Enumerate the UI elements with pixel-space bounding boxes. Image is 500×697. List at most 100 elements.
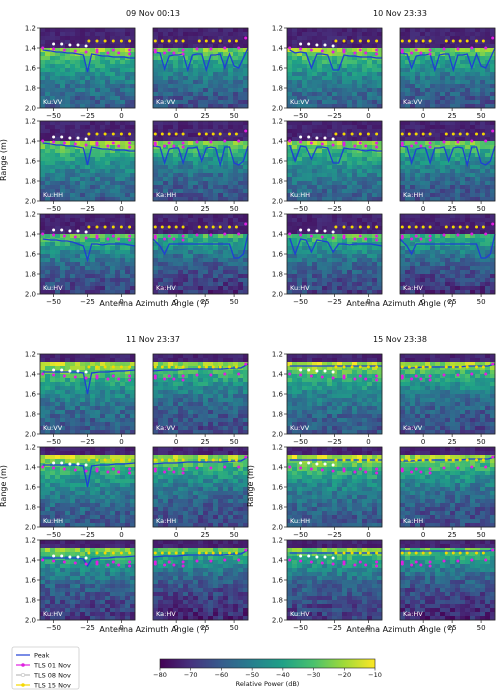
heatmap-cell: [198, 222, 204, 227]
heatmap-cell: [362, 254, 368, 259]
heatmap-cell: [90, 270, 96, 275]
heatmap-cell: [85, 173, 91, 178]
heatmap-cell: [367, 48, 373, 53]
heatmap-cell: [297, 278, 303, 283]
heatmap-cell: [415, 185, 421, 190]
heatmap-cell: [337, 28, 343, 33]
heatmap-cell: [342, 44, 348, 49]
tls-point: [111, 234, 115, 238]
heatmap-cell: [120, 40, 126, 45]
heatmap-cell: [55, 28, 61, 33]
tls-point: [428, 39, 432, 43]
heatmap-cell: [173, 104, 179, 109]
heatmap-cell: [193, 226, 199, 231]
heatmap-cell: [307, 80, 313, 85]
heatmap-cell: [158, 242, 164, 247]
tls-point: [60, 135, 64, 139]
tls-point: [320, 142, 324, 146]
heatmap-cell: [425, 76, 431, 81]
heatmap-cell: [297, 60, 303, 65]
heatmap-cell: [208, 137, 214, 142]
heatmap-cell: [347, 60, 353, 65]
heatmap-cell: [120, 92, 126, 97]
heatmap-cell: [233, 88, 239, 93]
peak-line: [42, 142, 135, 166]
heatmap-cell: [80, 80, 86, 85]
heatmap-cell: [100, 84, 106, 89]
heatmap-cell: [233, 290, 239, 295]
heatmap-cell: [65, 92, 71, 97]
heatmap-cell: [125, 230, 131, 235]
heatmap-cell: [445, 278, 451, 283]
heatmap-cell: [400, 238, 406, 243]
heatmap-cell: [400, 218, 406, 223]
heatmap-cell: [435, 173, 441, 178]
heatmap-cell: [485, 60, 491, 65]
heatmap-cell: [100, 48, 106, 53]
heatmap-cell: [450, 36, 456, 41]
heatmap-cell: [45, 60, 51, 65]
x-tick-label: 0: [421, 205, 425, 213]
heatmap-cell: [178, 121, 184, 126]
heatmap-cell: [153, 100, 159, 105]
heatmap-cell: [307, 121, 313, 126]
heatmap-cell: [405, 104, 411, 109]
heatmap-cell: [445, 96, 451, 101]
heatmap-cell: [233, 274, 239, 279]
heatmap-cell: [120, 56, 126, 61]
heatmap-cell: [40, 100, 46, 105]
heatmap-cell: [158, 40, 164, 45]
heatmap-cell: [243, 226, 249, 231]
heatmap-cell: [490, 266, 496, 271]
heatmap-cell: [460, 165, 466, 170]
heatmap-cell: [120, 68, 126, 73]
heatmap-cell: [372, 222, 378, 227]
heatmap-cell: [243, 173, 249, 178]
heatmap-cell: [400, 137, 406, 142]
heatmap-cell: [292, 218, 298, 223]
heatmap-cell: [178, 88, 184, 93]
heatmap-cell: [178, 290, 184, 295]
heatmap-cell: [168, 129, 174, 134]
heatmap-cell: [465, 254, 471, 259]
heatmap-cell: [302, 133, 308, 138]
heatmap-cell: [322, 100, 328, 105]
heatmap-cell: [415, 238, 421, 243]
heatmap-cell: [337, 246, 343, 251]
heatmap-cell: [445, 137, 451, 142]
heatmap-cell: [400, 189, 406, 194]
heatmap-cell: [105, 92, 111, 97]
heatmap-cell: [372, 32, 378, 37]
heatmap-cell: [50, 161, 56, 166]
heatmap-cell: [430, 189, 436, 194]
heatmap-cell: [60, 226, 66, 231]
heatmap-cell: [327, 173, 333, 178]
heatmap-cell: [440, 270, 446, 275]
heatmap-cell: [105, 121, 111, 126]
heatmap-cell: [362, 250, 368, 255]
heatmap-cell: [347, 242, 353, 247]
heatmap-cell: [357, 32, 363, 37]
heatmap-cell: [213, 125, 219, 130]
heatmap-cell: [80, 189, 86, 194]
heatmap-cell: [163, 173, 169, 178]
heatmap-cell: [362, 282, 368, 287]
heatmap-cell: [410, 274, 416, 279]
heatmap-cell: [460, 258, 466, 263]
tls-point: [52, 233, 56, 237]
heatmap-cell: [352, 189, 358, 194]
heatmap-cell: [75, 40, 81, 45]
heatmap-cell: [297, 137, 303, 142]
tls-point: [364, 144, 368, 148]
heatmap-cell: [347, 274, 353, 279]
heatmap-cell: [75, 72, 81, 77]
heatmap-cell: [65, 104, 71, 109]
heatmap-cell: [193, 189, 199, 194]
heatmap-cell: [400, 56, 406, 61]
heatmap-cell: [55, 149, 61, 154]
heatmap-cell: [465, 246, 471, 251]
heatmap-cell: [445, 177, 451, 182]
heatmap-cell: [70, 56, 76, 61]
heatmap-cell: [312, 262, 318, 267]
heatmap-cell: [362, 133, 368, 138]
